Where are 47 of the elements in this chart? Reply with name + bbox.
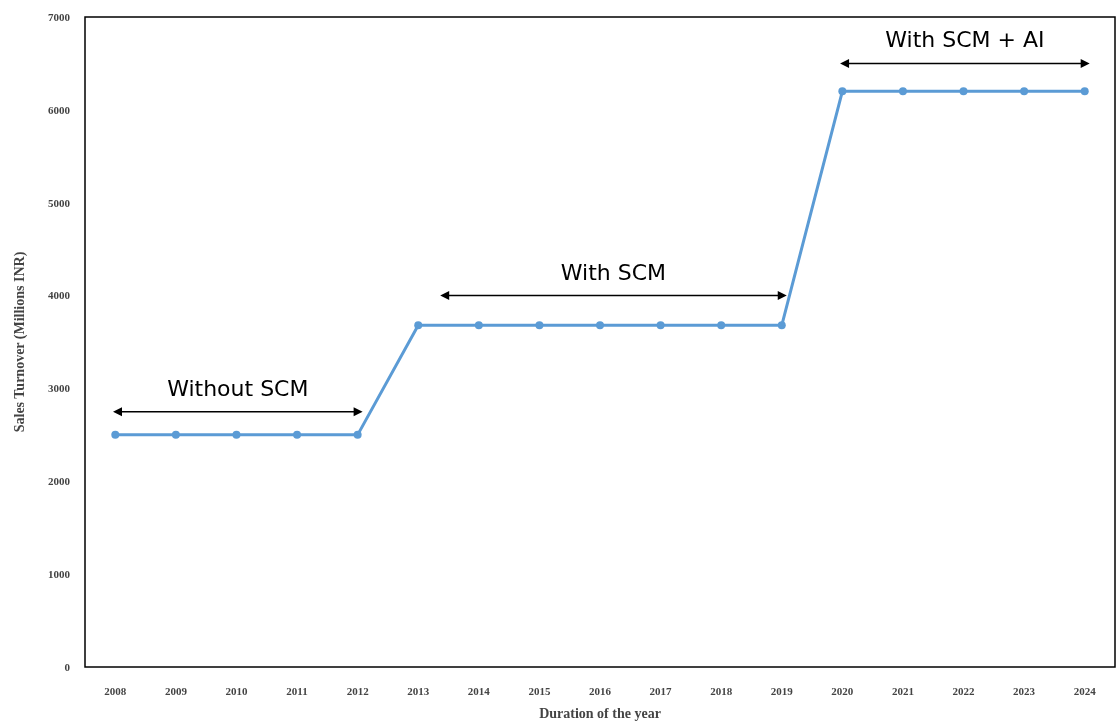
point: [838, 87, 847, 96]
point: [414, 321, 423, 330]
x-tick-label: 2024: [1073, 685, 1097, 697]
x-axis-title: Duration of the year: [539, 706, 661, 721]
y-axis-title: Sales Turnover (Millions INR): [12, 251, 28, 433]
annotation: Without SCM: [167, 375, 309, 401]
y-tick-label: 3000: [48, 382, 71, 395]
point: [777, 321, 786, 330]
x-tick-label: 2011: [286, 685, 308, 697]
x-tick-label: 2009: [164, 685, 188, 697]
x-tick-label: 2010: [225, 685, 248, 697]
point: [898, 87, 907, 96]
y-tick-label: 5000: [48, 196, 71, 209]
point: [353, 430, 362, 439]
x-tick-label: 2023: [1013, 685, 1036, 697]
point: [293, 430, 302, 439]
point: [111, 430, 120, 439]
x-tick-label: 2008: [104, 685, 127, 697]
x-tick-label: 2015: [528, 685, 551, 697]
x-tick-label: 2020: [831, 685, 854, 697]
point: [1080, 87, 1089, 96]
point: [596, 321, 604, 330]
point: [232, 430, 241, 439]
point: [656, 321, 665, 330]
x-tick-label: 2019: [770, 685, 794, 697]
point: [959, 87, 968, 96]
y-tick-label: 1000: [48, 567, 71, 580]
y-tick-label: 4000: [48, 289, 71, 302]
y-tick-label: 7000: [48, 10, 71, 23]
y-tick-label: 0: [64, 660, 71, 673]
x-tick-label: 2017: [649, 685, 673, 697]
x-tick-label: 2021: [891, 685, 914, 697]
point: [717, 321, 726, 330]
point: [535, 321, 544, 330]
annotation: With SCM: [560, 259, 667, 285]
x-tick-label: 2013: [407, 685, 430, 697]
x-tick-label: 2016: [589, 685, 612, 697]
point: [1020, 87, 1029, 96]
annotation: With SCM + AI: [885, 27, 1045, 53]
y-tick-label: 6000: [48, 103, 71, 116]
y-tick-label: 2000: [48, 475, 71, 488]
point: [171, 430, 180, 439]
x-tick-label: 2018: [710, 685, 733, 697]
x-tick-label: 2012: [346, 685, 370, 697]
x-tick-label: 2014: [467, 685, 491, 697]
x-tick-label: 2022: [952, 685, 976, 697]
point: [474, 321, 483, 330]
